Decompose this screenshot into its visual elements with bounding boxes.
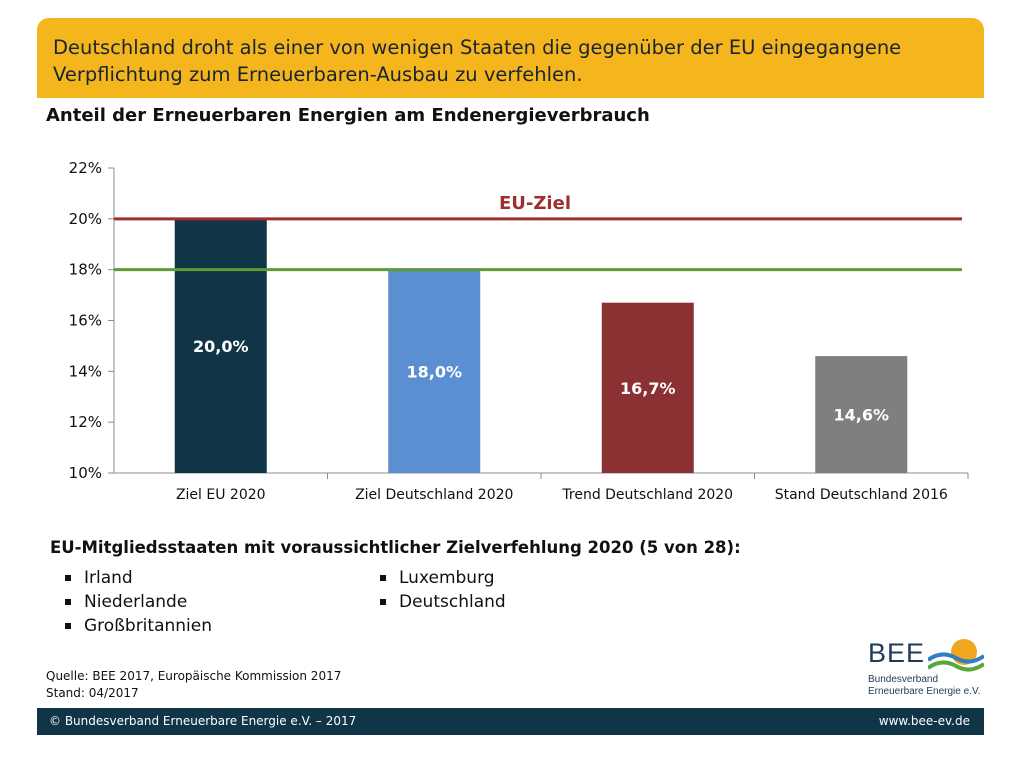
- list-item: Niederlande: [62, 590, 212, 614]
- header-banner: Deutschland droht als einer von wenigen …: [37, 18, 984, 98]
- website-link[interactable]: www.bee-ev.de: [878, 714, 970, 728]
- list-item: Großbritannien: [62, 614, 212, 638]
- chart-title: Anteil der Erneuerbaren Energien am Ende…: [46, 105, 650, 126]
- x-tick-label: Ziel Deutschland 2020: [355, 487, 513, 503]
- list-item: Luxemburg: [377, 566, 506, 590]
- y-tick-label: 16%: [69, 312, 102, 330]
- y-tick-label: 18%: [69, 261, 102, 279]
- member-states-title: EU-Mitgliedsstaaten mit voraussichtliche…: [50, 538, 741, 557]
- bar: [815, 356, 908, 473]
- bar: [174, 218, 267, 473]
- bar-value-label: 18,0%: [406, 362, 462, 381]
- list-item: Irland: [62, 566, 212, 590]
- logo-subtitle: Bundesverband Erneuerbare Energie e.V.: [868, 674, 981, 698]
- logo-sub-line: Bundesverband: [868, 674, 939, 685]
- member-states-list-b: Luxemburg Deutschland: [377, 566, 506, 614]
- x-tick-label: Stand Deutschland 2016: [775, 487, 948, 503]
- logo-wordmark: BEE: [868, 638, 926, 668]
- bar-value-label: 16,7%: [620, 379, 676, 398]
- bee-logo[interactable]: BEE Bundesverband Erneuerbare Energie e.…: [868, 638, 988, 704]
- footer-bar: © Bundesverband Erneuerbare Energie e.V.…: [37, 708, 984, 735]
- list-item: Deutschland: [377, 590, 506, 614]
- source-note: Quelle: BEE 2017, Europäische Kommission…: [46, 668, 341, 702]
- bar-value-label: 20,0%: [193, 337, 249, 356]
- bar-chart: 10% 12% 14% 16% 18% 20% 22% 20,0% Ziel EU 2020 18…: [69, 159, 969, 503]
- sun-wave-icon: [928, 639, 984, 672]
- banner-text: Deutschland droht als einer von wenigen …: [53, 36, 902, 86]
- x-tick-label: Trend Deutschland 2020: [561, 487, 733, 503]
- date-line: Stand: 04/2017: [46, 686, 139, 700]
- y-tick-label: 14%: [69, 362, 102, 380]
- x-tick-label: Ziel EU 2020: [176, 487, 266, 503]
- bar: [601, 302, 694, 473]
- copyright-text: © Bundesverband Erneuerbare Energie e.V.…: [49, 714, 357, 728]
- member-states-list-a: Irland Niederlande Großbritannien: [62, 566, 212, 638]
- logo-sub-line: Erneuerbare Energie e.V.: [868, 686, 981, 697]
- y-tick-label: 12%: [69, 413, 102, 431]
- y-tick-label: 20%: [69, 210, 102, 228]
- y-tick-label: 22%: [69, 159, 102, 177]
- source-line: Quelle: BEE 2017, Europäische Kommission…: [46, 669, 342, 683]
- bar: [388, 269, 481, 473]
- y-tick-label: 10%: [69, 464, 102, 482]
- reference-line-label: EU-Ziel: [499, 193, 571, 214]
- bar-value-label: 14,6%: [833, 406, 889, 425]
